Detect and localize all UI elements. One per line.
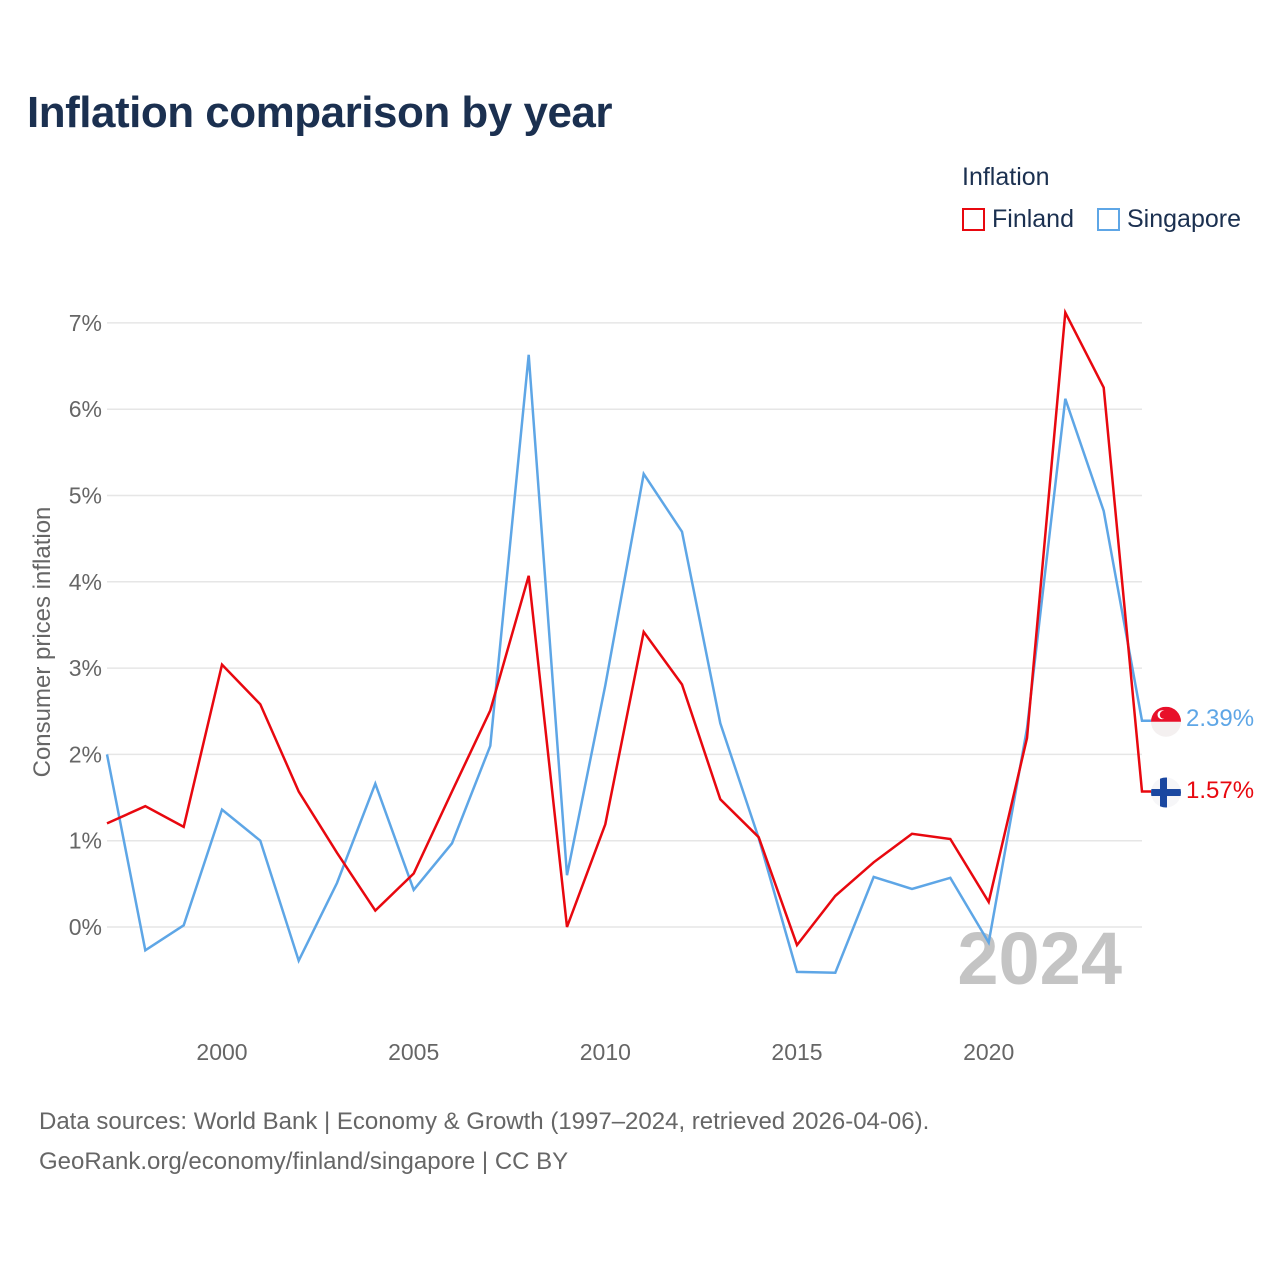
y-tick-label: 0%	[69, 914, 102, 940]
x-tick-label: 2020	[963, 1039, 1014, 1065]
y-axis-label: Consumer prices inflation	[29, 507, 56, 778]
y-tick-label: 1%	[69, 828, 102, 854]
y-tick-label: 2%	[69, 741, 102, 767]
y-tick-label: 7%	[69, 310, 102, 336]
x-tick-label: 2005	[388, 1039, 439, 1065]
y-tick-label: 3%	[69, 655, 102, 681]
x-tick-label: 2010	[580, 1039, 631, 1065]
series-line-finland	[106, 308, 1154, 948]
x-axis-ticks: 2000 2005 2010 2015 2020	[196, 1039, 1014, 1065]
chart-title: Inflation comparison by year	[27, 88, 613, 137]
legend-label-singapore: Singapore	[1127, 205, 1241, 233]
legend-swatch-finland	[962, 208, 985, 231]
source-line-1: Data sources: World Bank | Economy & Gro…	[39, 1108, 930, 1135]
singapore-flag-moon-cut	[1159, 710, 1168, 719]
y-tick-label: 6%	[69, 396, 102, 422]
gridlines	[107, 322, 1142, 928]
end-label-finland: 1.57%	[1186, 777, 1254, 804]
legend-item-finland[interactable]: Finland	[962, 205, 1074, 234]
legend-title: Inflation	[962, 163, 1050, 191]
end-markers	[1151, 706, 1181, 808]
y-tick-label: 4%	[69, 569, 102, 595]
source-line-2[interactable]: GeoRank.org/economy/finland/singapore | …	[39, 1148, 569, 1175]
legend-item-singapore[interactable]: Singapore	[1097, 205, 1241, 234]
end-label-singapore: 2.39%	[1186, 705, 1254, 732]
series-lines	[105, 308, 1154, 974]
legend-swatch-singapore	[1097, 208, 1120, 231]
y-tick-label: 5%	[69, 483, 102, 509]
x-tick-label: 2015	[771, 1039, 822, 1065]
finland-flag-icon	[1151, 777, 1181, 808]
series-line-singapore	[105, 354, 1154, 974]
y-axis-ticks: 0% 1% 2% 3% 4% 5% 6% 7%	[69, 310, 102, 940]
year-watermark: 2024	[957, 917, 1122, 1000]
finland-flag-v	[1160, 777, 1167, 808]
legend-label-finland: Finland	[992, 205, 1074, 233]
singapore-flag-icon	[1151, 706, 1181, 737]
x-tick-label: 2000	[196, 1039, 247, 1065]
